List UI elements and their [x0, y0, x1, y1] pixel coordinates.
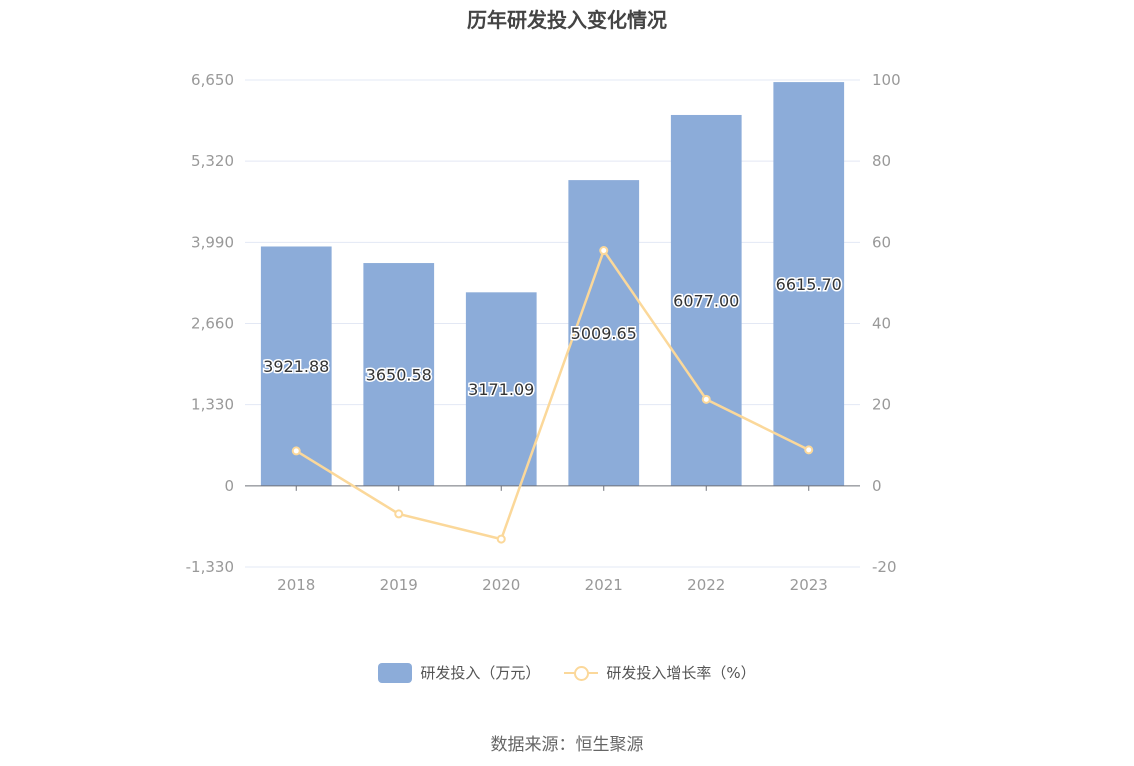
- bar: [670, 114, 742, 486]
- y-left-tick-label: 5,320: [191, 152, 234, 170]
- line-layer: [291, 246, 814, 544]
- legend-line-swatch: [564, 663, 599, 683]
- growth-rate-point: [291, 446, 301, 456]
- y-left-tick-label: -1,330: [186, 558, 234, 576]
- bar-data-label: 3921.88: [263, 357, 329, 376]
- x-tick-label: 2018: [277, 576, 315, 594]
- growth-rate-point: [804, 445, 814, 455]
- y-right-tick-label: -20: [872, 558, 897, 576]
- bar-data-label: 5009.65: [571, 324, 637, 343]
- bar-data-label: 6077.00: [673, 291, 739, 310]
- legend-bar-swatch: [378, 662, 413, 683]
- growth-rate-point: [701, 394, 711, 404]
- bar-data-label: 3650.58: [366, 365, 432, 384]
- y-left-tick-label: 2,660: [191, 315, 234, 333]
- y-right-tick-label: 20: [872, 396, 891, 414]
- label-layer: 3921.88 3650.58 3171.09 5009.65 6077.00 6615.…: [262, 273, 844, 400]
- legend-item-growth-rate[interactable]: 研发投入增长率（%）: [564, 662, 756, 683]
- growth-rate-point: [599, 246, 609, 256]
- data-source-note: 数据来源：恒生聚源: [490, 735, 644, 755]
- y-right-tick-label: 80: [872, 152, 891, 170]
- legend-label-growth-rate: 研发投入增长率（%）: [606, 664, 756, 682]
- x-tick-label: 2023: [790, 576, 828, 594]
- y-left-tick-label: 6,650: [191, 71, 234, 89]
- growth-rate-point: [394, 509, 404, 519]
- y-right-tick-label: 100: [872, 71, 901, 89]
- grid-layer: [245, 79, 860, 568]
- growth-rate-line: [295, 247, 810, 541]
- y-left-tick-label: 0: [224, 477, 234, 495]
- x-tick-label: 2019: [380, 576, 418, 594]
- y-left-tick-label: 1,330: [191, 396, 234, 414]
- x-tick-label: 2021: [585, 576, 623, 594]
- bar-data-label: 3171.09: [468, 380, 534, 399]
- y-left-tick-label: 3,990: [191, 233, 234, 251]
- bar: [773, 82, 845, 486]
- chart-title: 历年研发投入变化情况: [467, 8, 667, 32]
- y-right-tick-label: 60: [872, 233, 891, 251]
- x-tick-label: 2020: [482, 576, 520, 594]
- bar-layer: [260, 82, 845, 486]
- legend-item-rd-investment[interactable]: 研发投入（万元）: [378, 662, 540, 683]
- bar: [260, 246, 332, 486]
- axis-layer: -1,330 0 1,330 2,660 3,990 5,320 6,650 -20 0 20 40…: [186, 71, 901, 594]
- bar: [568, 180, 640, 486]
- bar: [465, 292, 537, 486]
- bar: [363, 263, 435, 486]
- legend-label-rd-investment: 研发投入（万元）: [420, 664, 541, 682]
- bar-data-label: 6615.70: [776, 275, 842, 294]
- x-tick-label: 2022: [687, 576, 725, 594]
- growth-rate-point: [496, 534, 506, 544]
- legend: 研发投入（万元） 研发投入增长率（%）: [0, 662, 1134, 683]
- y-right-tick-label: 40: [872, 315, 891, 333]
- y-right-tick-label: 0: [872, 477, 882, 495]
